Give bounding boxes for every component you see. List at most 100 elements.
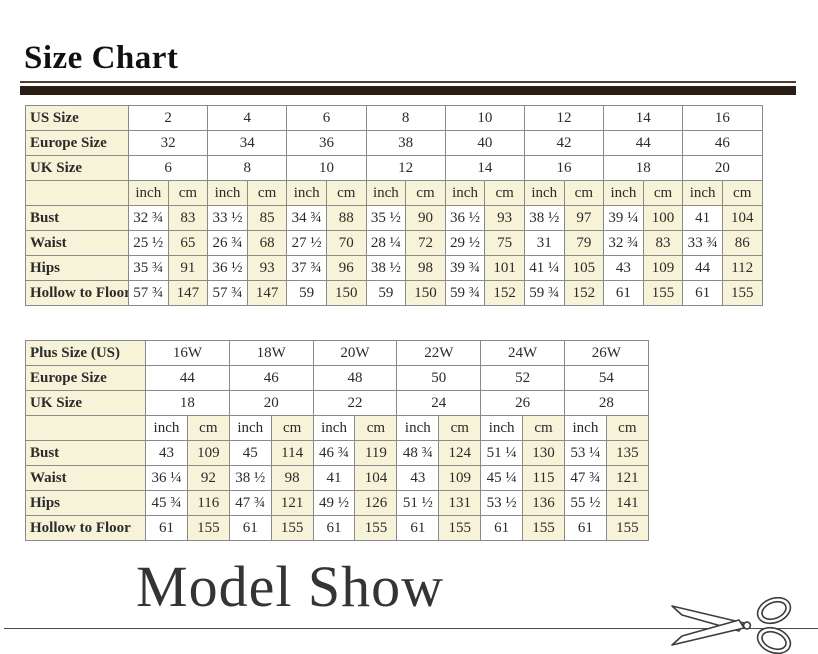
unit-label: inch <box>444 180 486 206</box>
inch-value-cell: 61 <box>682 280 723 306</box>
size-value-cell: 42 <box>523 130 605 156</box>
inch-value-cell: 45 ¼ <box>480 465 524 491</box>
cm-value-cell: 112 <box>721 255 763 281</box>
size-value-cell: 6 <box>286 105 367 131</box>
row-label: UK Size <box>25 155 129 181</box>
inch-value-cell: 38 ½ <box>365 255 407 281</box>
model-show-title: Model Show <box>136 554 445 619</box>
row-label: Hollow to Floor <box>25 515 146 541</box>
cm-value-cell: 101 <box>484 255 525 281</box>
cm-value-cell: 109 <box>438 465 482 491</box>
cm-value-cell: 75 <box>484 230 525 256</box>
size-value-cell: 2 <box>127 105 209 131</box>
cm-value-cell: 83 <box>167 205 209 231</box>
cm-value-cell: 155 <box>605 515 649 541</box>
size-header-row: UK Size 6 8 10 12 14 16 18 20 <box>25 155 763 181</box>
size-value-cell: 16 <box>523 155 605 181</box>
unit-label: cm <box>484 180 525 206</box>
inch-value-cell: 61 <box>396 515 440 541</box>
inch-value-cell: 59 ¾ <box>523 280 565 306</box>
cm-value-cell: 68 <box>246 230 288 256</box>
unit-label: cm <box>522 415 565 441</box>
cm-value-cell: 72 <box>405 230 446 256</box>
unit-label: inch <box>145 415 188 441</box>
size-value-cell: 22W <box>396 340 482 366</box>
cm-value-cell: 152 <box>563 280 605 306</box>
size-value-cell: 54 <box>563 365 649 391</box>
measurement-row: Waist 36 ¼ 92 38 ½ 98 41 104 43 109 45 ¼ 115 47 ¾ 12… <box>25 465 649 491</box>
measurement-row: Waist 25 ½ 65 26 ¾ 68 27 ½ 70 28 ¼ 72 29 ½ 75 31 79 3… <box>25 230 763 256</box>
row-label: Bust <box>25 205 129 231</box>
cm-value-cell: 155 <box>354 515 398 541</box>
unit-label: cm <box>563 180 605 206</box>
size-header-row: UK Size 18 20 22 24 26 28 <box>25 390 649 416</box>
size-value-cell: 8 <box>365 105 446 131</box>
cm-value-cell: 147 <box>167 280 209 306</box>
measurement-row: Bust 32 ¾ 83 33 ½ 85 34 ¾ 88 35 ½ 90 36 ½ 93 38 ½ 97… <box>25 205 763 231</box>
cm-value-cell: 155 <box>642 280 684 306</box>
inch-value-cell: 43 <box>396 465 440 491</box>
inch-value-cell: 34 ¾ <box>286 205 327 231</box>
size-value-cell: 18 <box>145 390 230 416</box>
cm-value-cell: 141 <box>605 490 649 516</box>
inch-value-cell: 47 ¾ <box>228 490 272 516</box>
size-value-cell: 44 <box>603 130 684 156</box>
row-label: Plus Size (US) <box>25 340 146 366</box>
size-value-cell: 26W <box>563 340 649 366</box>
size-value-cell: 10 <box>286 155 367 181</box>
size-value-cell: 50 <box>396 365 482 391</box>
inch-value-cell: 43 <box>603 255 644 281</box>
cm-value-cell: 70 <box>325 230 367 256</box>
unit-label: inch <box>128 180 169 206</box>
inch-value-cell: 33 ¾ <box>682 230 723 256</box>
cm-value-cell: 152 <box>484 280 525 306</box>
inch-value-cell: 55 ½ <box>563 490 607 516</box>
size-value-cell: 46 <box>682 130 763 156</box>
cm-value-cell: 114 <box>270 440 314 466</box>
cm-value-cell: 93 <box>484 205 525 231</box>
cm-value-cell: 136 <box>522 490 565 516</box>
cm-value-cell: 126 <box>354 490 398 516</box>
title-underline-thin <box>20 81 796 83</box>
measurement-row: Hollow to Floor 61 155 61 155 61 155 61 155 61 155… <box>25 515 649 541</box>
size-value-cell: 16W <box>145 340 230 366</box>
inch-value-cell: 61 <box>145 515 188 541</box>
inch-value-cell: 49 ½ <box>312 490 356 516</box>
size-value-cell: 14 <box>603 105 684 131</box>
size-value-cell: 6 <box>127 155 209 181</box>
size-value-cell: 28 <box>563 390 649 416</box>
row-label: Waist <box>25 465 146 491</box>
inch-value-cell: 32 ¾ <box>128 205 169 231</box>
row-label: US Size <box>25 105 129 131</box>
measurement-row: Hips 45 ¾ 116 47 ¾ 121 49 ½ 126 51 ½ 131 53 ½ 136 5… <box>25 490 649 516</box>
size-value-cell: 24W <box>480 340 565 366</box>
inch-value-cell: 61 <box>312 515 356 541</box>
cm-value-cell: 88 <box>325 205 367 231</box>
blank-cell <box>25 415 146 441</box>
inch-value-cell: 45 ¾ <box>145 490 188 516</box>
inch-value-cell: 41 <box>682 205 723 231</box>
size-value-cell: 12 <box>523 105 605 131</box>
inch-value-cell: 39 ¾ <box>444 255 486 281</box>
inch-value-cell: 41 <box>312 465 356 491</box>
unit-label: cm <box>405 180 446 206</box>
row-label: Waist <box>25 230 129 256</box>
size-value-cell: 26 <box>480 390 565 416</box>
inch-value-cell: 43 <box>145 440 188 466</box>
size-header-row: Europe Size 44 46 48 50 52 54 <box>25 365 649 391</box>
size-value-cell: 20W <box>312 340 398 366</box>
inch-value-cell: 53 ¼ <box>563 440 607 466</box>
size-value-cell: 20 <box>682 155 763 181</box>
unit-label: cm <box>270 415 314 441</box>
inch-value-cell: 32 ¾ <box>603 230 644 256</box>
inch-value-cell: 28 ¼ <box>365 230 407 256</box>
inch-value-cell: 59 ¾ <box>444 280 486 306</box>
inch-value-cell: 48 ¾ <box>396 440 440 466</box>
size-value-cell: 34 <box>207 130 288 156</box>
cm-value-cell: 104 <box>354 465 398 491</box>
cm-value-cell: 155 <box>522 515 565 541</box>
inch-value-cell: 45 <box>228 440 272 466</box>
row-label: Hips <box>25 255 129 281</box>
inch-value-cell: 57 ¾ <box>128 280 169 306</box>
